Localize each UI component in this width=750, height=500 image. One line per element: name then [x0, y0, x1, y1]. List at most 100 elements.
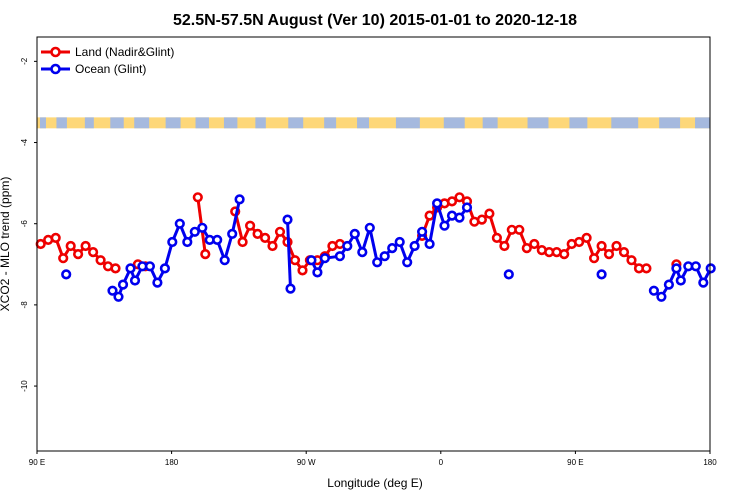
y-tick-label: -8 — [20, 301, 29, 309]
data-point-land — [626, 255, 637, 266]
legend-label-ocean: Ocean (Glint) — [75, 62, 146, 76]
data-point-land — [573, 236, 585, 248]
data-point-ocean — [107, 285, 118, 296]
data-point-land — [245, 220, 256, 231]
data-point-land — [588, 253, 600, 264]
band-ocean — [695, 117, 710, 129]
y-axis-ticks: -2 -4 -6 -8 -10 — [20, 57, 37, 392]
y-tick-label: -2 — [20, 57, 29, 65]
data-point-land — [80, 240, 91, 252]
data-point-land — [521, 243, 532, 254]
data-point-ocean — [61, 269, 72, 280]
data-point-ocean — [234, 194, 245, 205]
data-point-land — [514, 224, 525, 235]
data-point-ocean — [663, 279, 675, 290]
x-tick-label: 0 — [439, 458, 444, 467]
data-point-ocean — [159, 263, 170, 274]
data-point-land — [192, 192, 203, 203]
series-ocean-line — [310, 201, 469, 274]
data-point-ocean — [182, 236, 193, 248]
data-point-ocean — [656, 291, 667, 302]
data-point-land — [95, 255, 106, 266]
data-point-land — [581, 232, 592, 243]
data-point-ocean — [417, 226, 428, 237]
data-point-ocean — [648, 285, 660, 296]
data-point-ocean — [461, 202, 473, 213]
legend-label-land: Land (Nadir&Glint) — [75, 45, 174, 59]
plot-frame — [36, 36, 711, 452]
data-point-ocean — [409, 240, 420, 252]
band-ocean — [527, 117, 549, 129]
data-point-ocean — [174, 218, 185, 229]
data-point-land — [446, 196, 458, 207]
y-tick-label: -10 — [20, 380, 29, 392]
data-point-land — [611, 240, 622, 252]
data-point-land — [87, 247, 99, 258]
data-point-land — [274, 226, 286, 237]
data-point-ocean — [152, 277, 163, 288]
data-point-ocean — [698, 277, 709, 288]
data-point-ocean — [212, 234, 223, 245]
data-point-ocean — [357, 247, 368, 258]
chart-title: 52.5N-57.5N August (Ver 10) 2015-01-01 t… — [173, 12, 577, 29]
data-point-land — [454, 192, 465, 203]
x-axis-label: Longitude (deg E) — [327, 476, 422, 490]
data-point-land — [58, 253, 69, 264]
data-point-ocean — [690, 261, 701, 272]
data-point-ocean — [306, 255, 317, 266]
band-ocean — [255, 117, 266, 129]
data-point-land — [476, 214, 488, 225]
data-point-ocean — [394, 236, 405, 248]
band-ocean — [659, 117, 681, 129]
data-point-ocean — [144, 261, 155, 272]
data-point-ocean — [334, 251, 346, 262]
band-ocean — [165, 117, 181, 129]
band-ocean — [56, 117, 67, 129]
data-point-ocean — [349, 228, 360, 239]
data-point-ocean — [312, 267, 323, 278]
data-point-land — [267, 240, 278, 252]
data-point-land — [559, 249, 570, 260]
data-point-ocean — [671, 263, 682, 274]
x-tick-label: 180 — [165, 458, 179, 467]
data-point-land — [50, 232, 61, 243]
band-land — [37, 117, 710, 129]
band-ocean — [134, 117, 150, 129]
data-point-ocean — [129, 275, 141, 286]
data-point-ocean — [189, 226, 200, 237]
data-point-ocean — [197, 222, 208, 233]
data-point-ocean — [454, 212, 465, 223]
land-ocean-band — [37, 117, 710, 129]
band-ocean — [288, 117, 304, 129]
data-point-ocean — [342, 240, 353, 252]
band-ocean — [84, 117, 94, 129]
band-ocean — [611, 117, 639, 129]
data-point-land — [65, 240, 76, 252]
series-ocean-line — [286, 219, 292, 289]
band-ocean — [223, 117, 238, 129]
data-point-ocean — [596, 269, 607, 280]
data-point-ocean — [675, 275, 686, 286]
data-point-ocean — [319, 253, 331, 264]
legend-entry-ocean: Ocean (Glint) — [41, 62, 146, 76]
y-tick-label: -4 — [20, 138, 29, 146]
data-point-land — [289, 255, 301, 266]
data-point-ocean — [364, 222, 375, 233]
data-point-ocean — [219, 255, 230, 266]
legend-entry-land: Land (Nadir&Glint) — [41, 45, 174, 59]
data-point-land — [237, 236, 248, 248]
band-ocean — [482, 117, 498, 129]
band-ocean — [443, 117, 465, 129]
band-ocean — [39, 117, 46, 129]
data-point-land — [252, 228, 263, 239]
data-point-ocean — [117, 279, 129, 290]
data-point-land — [297, 265, 308, 276]
data-point-land — [596, 240, 607, 252]
band-ocean — [395, 117, 420, 129]
y-axis-label: XCO2 - MLO trend (ppm) — [0, 177, 12, 312]
data-point-ocean — [387, 243, 398, 254]
x-axis-ticks: 90 E 180 90 W 0 90 E 180 — [29, 451, 717, 467]
data-point-ocean — [705, 263, 716, 274]
data-point-land — [529, 238, 540, 250]
